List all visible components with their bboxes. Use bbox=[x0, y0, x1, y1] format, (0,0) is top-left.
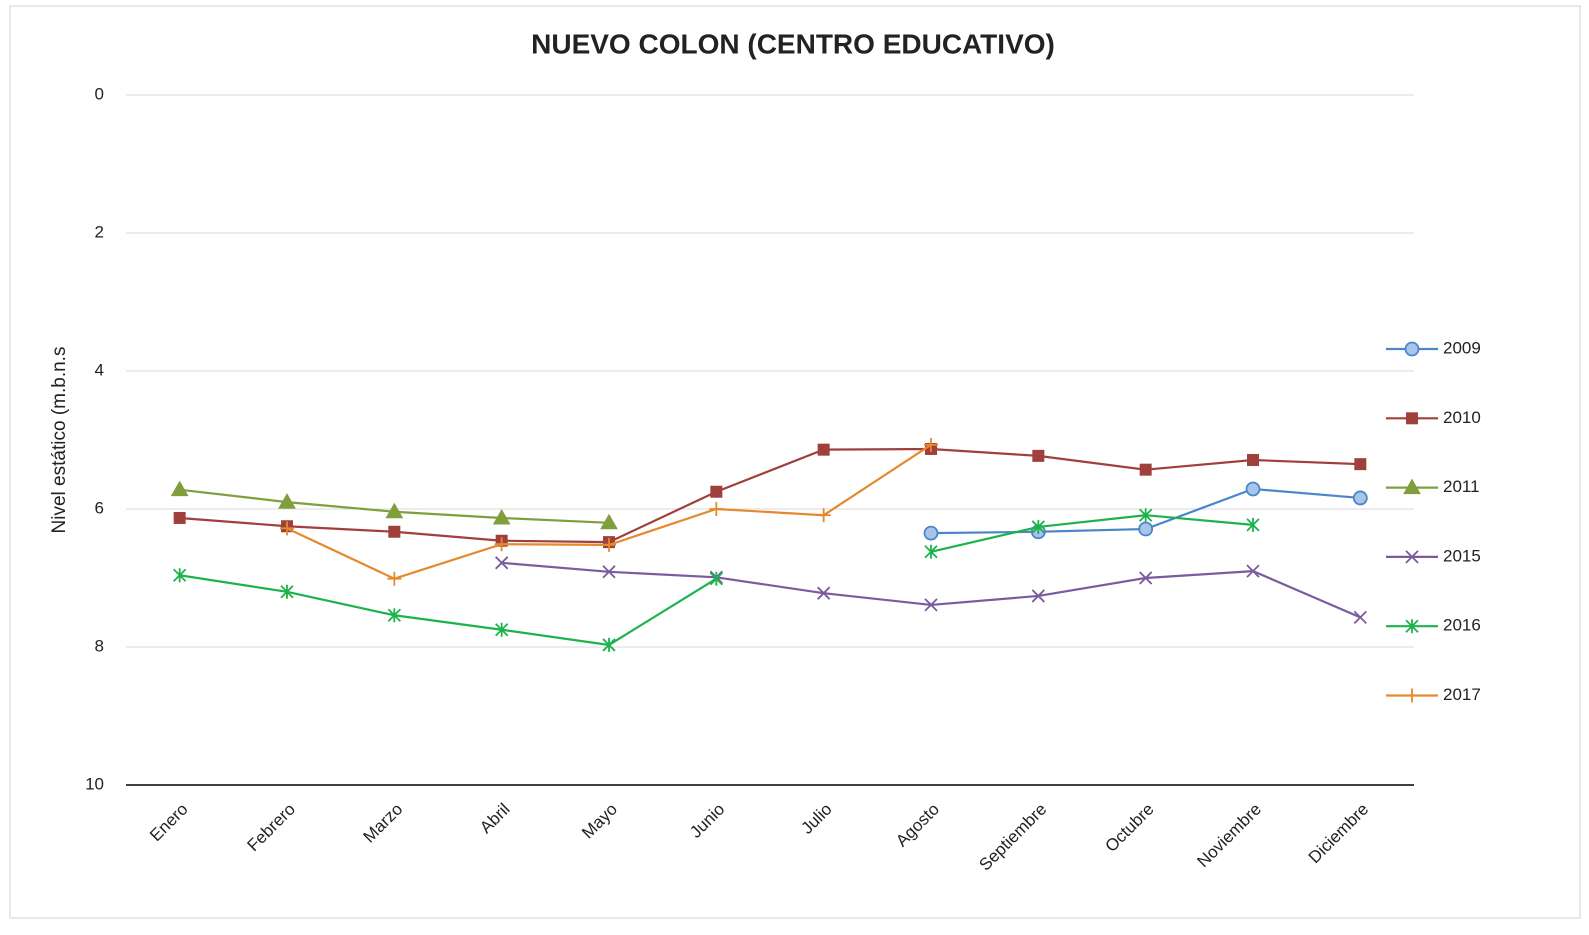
marker bbox=[387, 608, 401, 623]
marker bbox=[1246, 517, 1260, 532]
marker bbox=[600, 513, 618, 530]
legend-marker bbox=[1405, 619, 1419, 634]
marker bbox=[1139, 508, 1153, 523]
chart-title: NUEVO COLON (CENTRO EDUCATIVO) bbox=[531, 28, 1055, 59]
y-tick-label: 6 bbox=[95, 498, 104, 517]
y-axis-label: Nivel estático (m.b.n.s bbox=[49, 347, 70, 534]
marker bbox=[1246, 564, 1260, 578]
marker bbox=[924, 437, 938, 452]
legend-label: 2011 bbox=[1443, 477, 1480, 496]
legend-label: 2015 bbox=[1443, 546, 1481, 565]
y-tick-label: 2 bbox=[95, 222, 104, 241]
marker bbox=[385, 502, 404, 519]
y-tick-label: 8 bbox=[95, 636, 104, 655]
marker bbox=[173, 568, 187, 583]
marker bbox=[1247, 454, 1259, 467]
legend-marker bbox=[1405, 550, 1419, 564]
y-tick-label: 4 bbox=[95, 360, 104, 379]
legend-label: 2016 bbox=[1443, 616, 1481, 635]
marker bbox=[1032, 449, 1045, 462]
marker bbox=[602, 565, 616, 579]
marker bbox=[602, 637, 616, 652]
marker bbox=[710, 485, 723, 498]
y-tick-label: 10 bbox=[85, 774, 104, 793]
legend-marker bbox=[1404, 341, 1420, 357]
marker bbox=[816, 508, 831, 523]
marker bbox=[278, 493, 296, 509]
marker bbox=[1139, 463, 1152, 476]
marker bbox=[494, 537, 509, 552]
marker bbox=[924, 544, 938, 559]
marker bbox=[388, 525, 401, 538]
marker bbox=[170, 480, 189, 497]
legend-marker bbox=[1406, 412, 1418, 425]
marker bbox=[1245, 481, 1261, 497]
marker bbox=[1138, 521, 1154, 537]
marker bbox=[709, 502, 724, 516]
marker bbox=[709, 571, 723, 586]
marker bbox=[280, 521, 294, 536]
marker bbox=[923, 525, 939, 541]
marker bbox=[1354, 458, 1367, 471]
legend-marker bbox=[1403, 478, 1421, 495]
marker bbox=[1031, 589, 1045, 603]
marker bbox=[817, 586, 831, 600]
marker bbox=[280, 584, 294, 599]
marker bbox=[492, 508, 511, 525]
marker bbox=[1352, 490, 1368, 506]
marker bbox=[817, 443, 830, 456]
marker bbox=[602, 537, 616, 552]
marker bbox=[387, 571, 402, 586]
series-line bbox=[179, 447, 1361, 544]
marker bbox=[1139, 571, 1153, 585]
legend-label: 2010 bbox=[1443, 408, 1481, 427]
marker bbox=[924, 598, 938, 612]
y-tick-label: 0 bbox=[95, 84, 104, 103]
marker bbox=[1353, 610, 1367, 624]
series-line bbox=[179, 514, 1254, 647]
legend-label: 2017 bbox=[1443, 685, 1481, 704]
marker bbox=[495, 556, 509, 570]
marker bbox=[1031, 519, 1045, 534]
marker bbox=[173, 511, 186, 524]
marker bbox=[495, 622, 509, 637]
legend-label: 2009 bbox=[1443, 338, 1481, 357]
legend-marker bbox=[1405, 688, 1419, 703]
